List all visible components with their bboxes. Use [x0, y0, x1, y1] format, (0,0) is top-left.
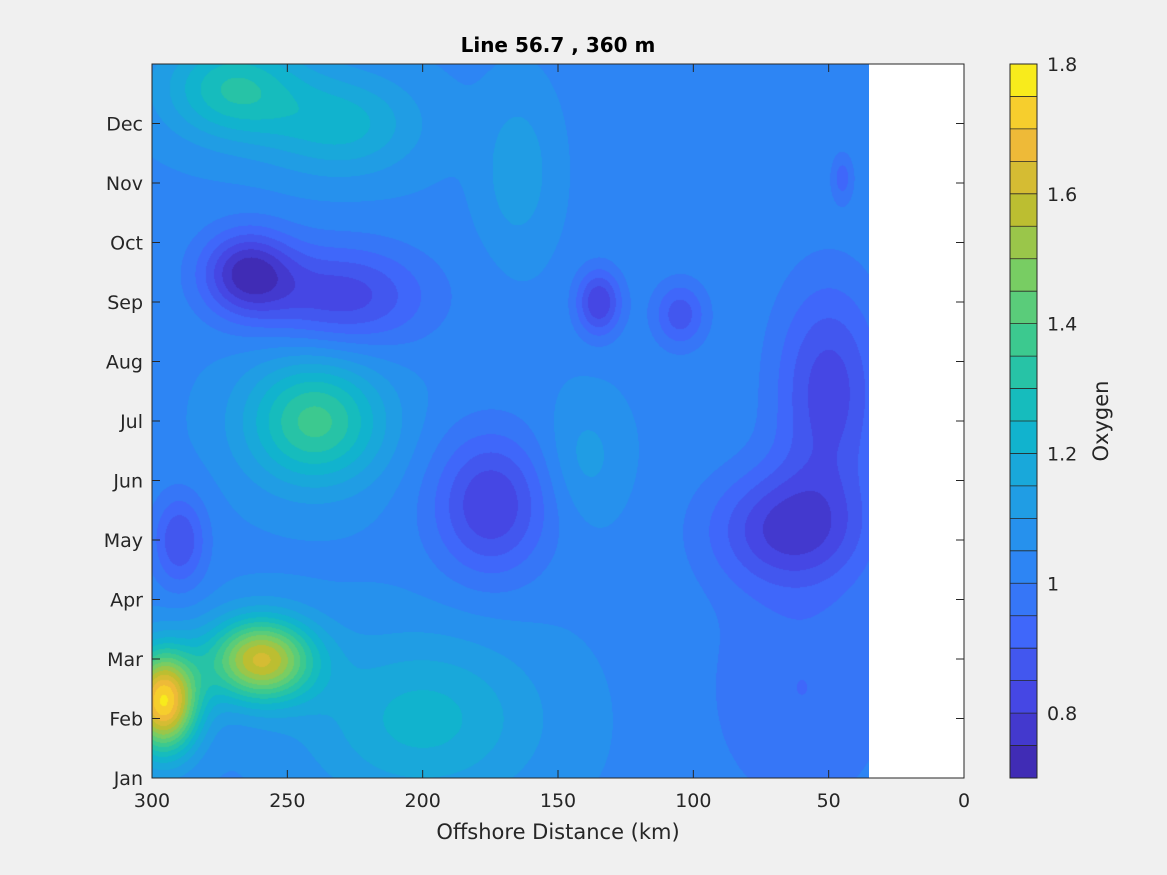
- x-axis-ticks: 300 250 200 150 100 50 0: [134, 64, 970, 812]
- colorbar-level: [1010, 615, 1037, 649]
- y-tick-label: Aug: [106, 352, 143, 374]
- chart-title: Line 56.7 , 360 m: [461, 33, 656, 57]
- colorbar-tick-label: 1.8: [1047, 54, 1077, 76]
- y-tick-label: Jan: [113, 768, 143, 790]
- colorbar-level: [1010, 291, 1037, 325]
- colorbar-tick-label: 1.2: [1047, 443, 1077, 465]
- colorbar-level: [1010, 388, 1037, 422]
- contour-fill: [152, 64, 869, 778]
- y-tick-label: Sep: [107, 292, 143, 314]
- x-axis-label: Offshore Distance (km): [436, 820, 679, 844]
- y-tick-label: Nov: [106, 173, 143, 195]
- colorbar-level: [1010, 648, 1037, 682]
- colorbar-level: [1010, 485, 1037, 519]
- x-tick-label: 0: [958, 790, 970, 812]
- x-tick-label: 200: [405, 790, 441, 812]
- colorbar-tick-label: 1: [1047, 573, 1059, 595]
- colorbar-level: [1010, 193, 1037, 227]
- colorbar-tick-label: 1.6: [1047, 184, 1077, 206]
- colorbar-level: [1010, 64, 1037, 97]
- colorbar-level: [1010, 583, 1037, 617]
- y-tick-label: Apr: [110, 590, 143, 612]
- colorbar-tick-label: 0.8: [1047, 703, 1077, 725]
- colorbar-level: [1010, 128, 1037, 162]
- colorbar-tick-label: 1.4: [1047, 314, 1077, 336]
- colorbar-level: [1010, 453, 1037, 487]
- colorbar-level: [1010, 680, 1037, 714]
- x-tick-label: 150: [540, 790, 576, 812]
- y-tick-label: Mar: [107, 649, 143, 671]
- colorbar-level: [1010, 421, 1037, 454]
- x-tick-label: 100: [675, 790, 711, 812]
- y-tick-label: Feb: [109, 709, 143, 731]
- y-tick-label: Jul: [119, 411, 143, 433]
- y-tick-label: Jun: [112, 471, 143, 493]
- colorbar-frame: [1009, 63, 1038, 779]
- y-tick-label: Dec: [106, 114, 143, 136]
- colorbar-level: [1010, 323, 1037, 357]
- y-tick-label: May: [104, 530, 143, 552]
- colorbar-level: [1010, 356, 1037, 390]
- y-axis-ticks: Jan Feb Mar Apr May Jun Jul Aug Sep Oct Nov Dec: [104, 114, 964, 790]
- colorbar: [1010, 64, 1037, 779]
- x-tick-label: 50: [817, 790, 841, 812]
- colorbar-level: [1010, 96, 1037, 130]
- x-tick-label: 250: [269, 790, 305, 812]
- colorbar-level: [1010, 713, 1037, 747]
- colorbar-level: [1010, 550, 1037, 584]
- colorbar-level: [1010, 258, 1037, 292]
- colorbar-label: Oxygen: [1089, 381, 1113, 462]
- colorbar-ticks: 0.8 1 1.2 1.4 1.6 1.8: [1047, 54, 1077, 725]
- colorbar-level: [1010, 161, 1037, 195]
- colorbar-level: [1010, 745, 1037, 779]
- x-tick-label: 300: [134, 790, 170, 812]
- colorbar-level: [1010, 226, 1037, 260]
- y-tick-label: Oct: [110, 233, 143, 255]
- colorbar-level: [1010, 518, 1037, 552]
